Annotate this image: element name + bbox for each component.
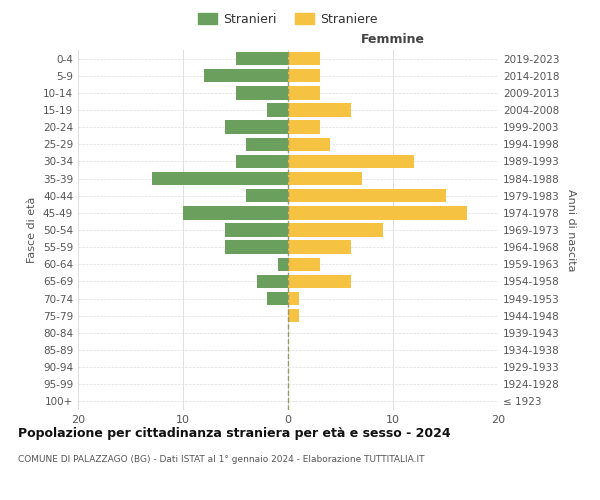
Bar bbox=[288, 240, 351, 254]
Bar bbox=[277, 258, 288, 271]
Bar bbox=[288, 69, 320, 82]
Bar bbox=[288, 189, 445, 202]
Bar bbox=[204, 69, 288, 82]
Bar bbox=[288, 292, 299, 306]
Bar bbox=[288, 258, 320, 271]
Bar bbox=[246, 138, 288, 151]
Text: Popolazione per cittadinanza straniera per età e sesso - 2024: Popolazione per cittadinanza straniera p… bbox=[18, 428, 451, 440]
Bar bbox=[225, 224, 288, 236]
Bar bbox=[288, 309, 299, 322]
Bar bbox=[267, 104, 288, 117]
Bar bbox=[267, 292, 288, 306]
Bar bbox=[151, 172, 288, 186]
Bar bbox=[225, 120, 288, 134]
Bar bbox=[288, 120, 320, 134]
Bar bbox=[288, 274, 351, 288]
Bar bbox=[235, 154, 288, 168]
Bar bbox=[288, 172, 361, 186]
Y-axis label: Fasce di età: Fasce di età bbox=[28, 197, 37, 263]
Bar bbox=[246, 189, 288, 202]
Text: Femmine: Femmine bbox=[361, 34, 425, 46]
Bar bbox=[288, 206, 467, 220]
Bar bbox=[235, 86, 288, 100]
Bar bbox=[288, 224, 383, 236]
Bar bbox=[257, 274, 288, 288]
Legend: Stranieri, Straniere: Stranieri, Straniere bbox=[194, 9, 382, 29]
Bar bbox=[288, 138, 330, 151]
Bar bbox=[183, 206, 288, 220]
Text: COMUNE DI PALAZZAGO (BG) - Dati ISTAT al 1° gennaio 2024 - Elaborazione TUTTITAL: COMUNE DI PALAZZAGO (BG) - Dati ISTAT al… bbox=[18, 455, 425, 464]
Bar bbox=[288, 86, 320, 100]
Bar bbox=[288, 154, 414, 168]
Y-axis label: Anni di nascita: Anni di nascita bbox=[566, 188, 576, 271]
Bar bbox=[225, 240, 288, 254]
Bar bbox=[235, 52, 288, 66]
Bar bbox=[288, 52, 320, 66]
Bar bbox=[288, 104, 351, 117]
